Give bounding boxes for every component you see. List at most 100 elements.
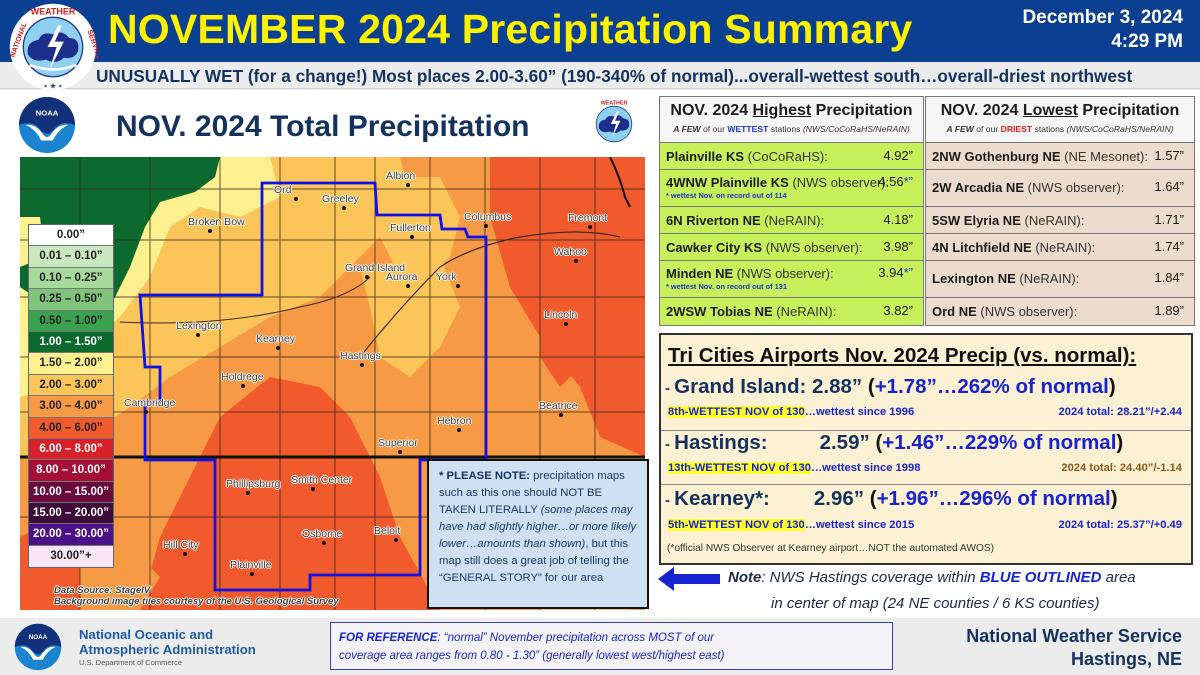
value-number: 3.82” [883, 303, 913, 318]
legend-item: 1.50 – 2.00” [29, 353, 113, 375]
city-label: Aurora [386, 271, 418, 283]
city-label: Holdrege [221, 371, 264, 383]
site-value: 2.59” [819, 431, 870, 454]
station-source: (NeRAIN): [1019, 271, 1080, 286]
note-text1: : NWS Hastings coverage within [761, 569, 980, 586]
since: …wettest since 2015 [804, 519, 915, 531]
note-text2: area [1101, 569, 1136, 586]
legend-item: 3.00 – 4.00” [29, 396, 113, 418]
city-label: Plainville [230, 559, 272, 571]
station-name: 2WSW Tobias NE [666, 304, 773, 319]
station-name: 4N Litchfield NE [932, 240, 1032, 255]
page-title: NOVEMBER 2024 Precipitation Summary [108, 6, 913, 52]
coverage-note-line2: in center of map (24 NE counties / 6 KS … [771, 595, 1100, 612]
precip-value: 1.89” [1154, 303, 1184, 318]
site-name: Grand Island: [674, 375, 807, 398]
kearney-footnote: (*official NWS Observer at Kearney airpo… [667, 543, 995, 554]
station: 2NW Gothenburg NE (NE Mesonet): [932, 149, 1148, 164]
highest-precip-table: NOV. 2024 Highest Precipitation A FEW of… [659, 96, 924, 326]
station: 4N Litchfield NE (NeRAIN): [932, 240, 1095, 255]
city-label: Hill City [163, 539, 199, 551]
lo-sub-pre: A FEW [946, 124, 974, 134]
site-name: Hastings: [674, 431, 768, 454]
noaa-footer-logo-icon: NOAA [14, 623, 62, 671]
hi-sub-src: (NWS/CoCoRaHS/NeRAIN) [802, 124, 910, 134]
office-line2: Hastings, NE [1070, 649, 1182, 669]
legend-item: 0.50 – 1.00” [29, 310, 113, 332]
city-dot-icon [183, 552, 187, 556]
legend-item: 30.00”+ [29, 545, 113, 568]
lowest-table-row: 5SW Elyria NE (NeRAIN): 1.71” [926, 207, 1194, 234]
site-name: Kearney*: [674, 487, 770, 510]
station: Minden NE (NWS observer): [666, 266, 834, 281]
city-dot-icon [196, 333, 200, 337]
station: 2W Arcadia NE (NWS observer): [932, 180, 1124, 195]
precip-value: 3.98” [883, 239, 913, 254]
station-name: 6N Riverton NE [666, 213, 761, 228]
city-dot-icon [144, 410, 148, 414]
city-label: Grand Island [345, 262, 406, 274]
kearney-rank: 5th-WETTEST NOV of 130…wettest since 201… [668, 519, 914, 531]
value-number: 1.74” [1154, 239, 1184, 254]
hi-sub-post: stations [768, 124, 803, 134]
noaa-name: National Oceanic and Atmospheric Adminis… [79, 627, 256, 657]
lo-title-post: Precipitation [1077, 102, 1180, 119]
tri-cities-box: Tri Cities Airports Nov. 2024 Precip (vs… [659, 333, 1193, 565]
reference-box: FOR REFERENCE: “normal” November precipi… [330, 622, 893, 670]
city-dot-icon [294, 197, 298, 201]
city-dot-icon [484, 224, 488, 228]
rank: 8th-WETTEST NOV of 130 [668, 406, 805, 418]
station-source: (NWS observer): [765, 240, 863, 255]
issue-date: December 3, 2024 [1022, 7, 1183, 28]
city-dot-icon [322, 541, 326, 545]
city-label: Fullerton [390, 222, 431, 234]
legend-item: 8.00 – 10.00” [29, 460, 113, 482]
value-number: 3.94 [878, 265, 904, 280]
nws-logo-small-icon: WEATHER [588, 98, 640, 150]
city-dot-icon [208, 229, 212, 233]
city-dot-icon [406, 284, 410, 288]
svg-text:WEATHER: WEATHER [31, 7, 76, 17]
precip-value: 4.56*” [878, 174, 913, 189]
legend-item: 2.00 – 3.00” [29, 374, 113, 397]
value-number: 1.89” [1154, 303, 1184, 318]
station-source: (NWS observer): [980, 304, 1078, 319]
site-departure: +1.78”…262% of normal [874, 375, 1109, 398]
value-number: 1.71” [1154, 212, 1184, 227]
lo-title-pre: NOV. 2024 [940, 102, 1023, 119]
lowest-table-row: 2NW Gothenburg NE (NE Mesonet): 1.57” [926, 143, 1194, 170]
map-legend: 0.00” 0.01 – 0.10” 0.10 – 0.25” 0.25 – 0.50… [28, 224, 114, 569]
legend-item: 0.10 – 0.25” [29, 267, 113, 290]
city-label: Albion [386, 170, 416, 182]
city-label: Phillipsburg [226, 478, 281, 490]
station-source: (NeRAIN): [1035, 240, 1096, 255]
city-dot-icon [588, 225, 592, 229]
coverage-note: Note: NWS Hastings coverage within BLUE … [728, 569, 1136, 586]
lo-sub-post: stations [1032, 124, 1067, 134]
hastings-rank: 13th-WETTEST NOV of 130…wettest since 19… [668, 462, 920, 474]
station-name: Minden NE [666, 266, 734, 281]
city-dot-icon [342, 206, 346, 210]
hi-title-ul: Highest [752, 102, 812, 119]
please-note-box: * PLEASE NOTE: precipitation maps such a… [427, 459, 649, 609]
city-label: Lexington [176, 320, 222, 332]
svg-text:WEATHER: WEATHER [601, 101, 628, 107]
noaa-logo-icon: NOAA [18, 96, 76, 154]
note-text2: , but this map still does a great job of… [439, 538, 629, 584]
station: Cawker City KS (NWS observer): [666, 240, 863, 255]
precip-value: 1.71” [1154, 212, 1184, 227]
map-credits: Data Source: StageIV Background image ti… [54, 585, 339, 607]
header-bar: NOVEMBER 2024 Precipitation Summary Dece… [0, 0, 1200, 62]
city-label: Ord [274, 184, 292, 196]
city-dot-icon [246, 491, 250, 495]
city-dot-icon [564, 322, 568, 326]
legend-item: 6.00 – 8.00” [29, 438, 113, 461]
city-dot-icon [456, 284, 460, 288]
legend-item: 4.00 – 6.00” [29, 417, 113, 439]
lo-sub-mid: of our [973, 124, 1001, 134]
legend-item: 20.00 – 30.00” [29, 524, 113, 546]
station-name: Lexington NE [932, 271, 1016, 286]
city-label: York [436, 271, 457, 283]
station-source: (NWS observer): [792, 175, 890, 190]
city-label: Beloit [374, 525, 401, 537]
